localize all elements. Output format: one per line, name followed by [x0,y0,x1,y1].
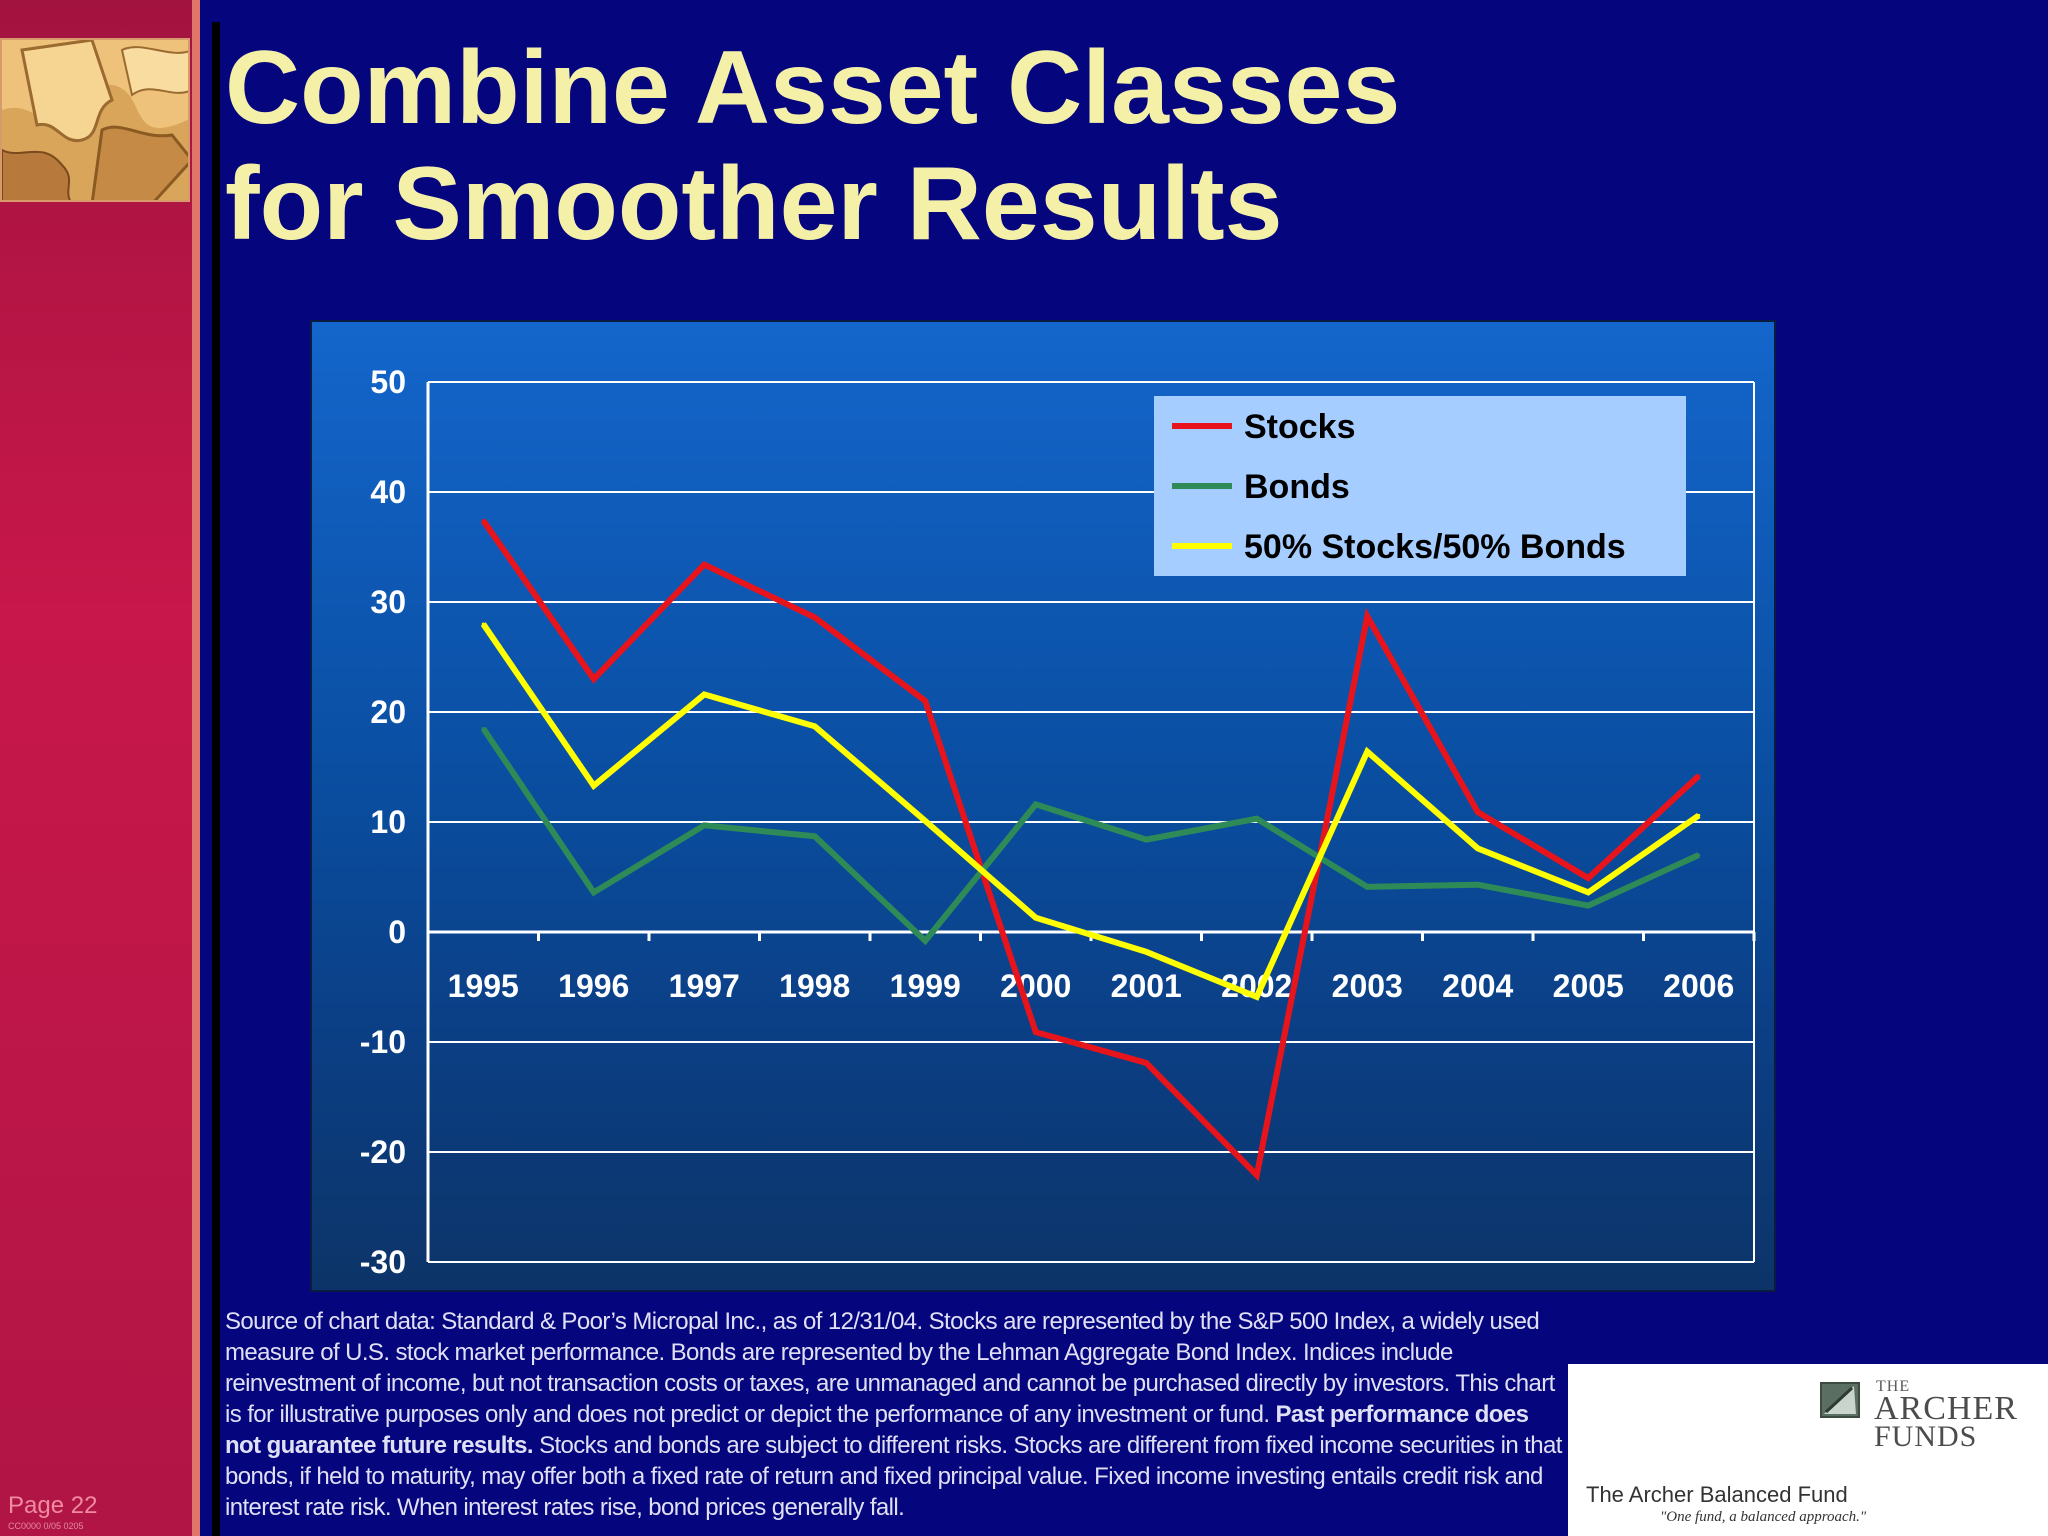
slide-code: CC0000 0/05 0205 [8,1521,84,1531]
data-point [702,563,706,567]
data-point [481,727,485,730]
series-line-1 [480,518,1701,1182]
data-point [1255,817,1259,821]
logo-archer: ARCHER [1874,1390,2018,1427]
data-point [1034,802,1038,806]
divider-line [212,22,220,1536]
data-point [1586,904,1590,908]
logo-funds: FUNDS [1874,1420,1978,1453]
data-point [481,519,485,523]
data-point [1365,750,1369,754]
x-tick-label: 2005 [1553,968,1624,1004]
chart-panel: 50 40 30 20 10 0 -10 -20 -30 1995 1996 1997 1998 1999… [310,320,1776,1292]
puzzle-image [0,38,190,202]
fund-tagline: "One fund, a balanced approach." [1660,1509,1867,1525]
x-tick-label: 1995 [448,968,519,1004]
legend-label-3: 50% Stocks/50% Bonds [1244,528,1626,566]
source-text-1: Source of chart data: Standard & Poor’s … [225,1308,1555,1428]
data-point [1697,853,1701,857]
x-tick-label: 1997 [669,968,740,1004]
y-tick-label: -10 [360,1024,406,1060]
data-point [923,939,927,943]
title-line-2: for Smoother Results [225,146,1283,262]
y-tick-label: 30 [370,584,406,620]
data-point [1697,774,1701,778]
logo-the: THE [1876,1378,1911,1395]
data-point [1697,813,1701,817]
data-point [1586,890,1590,894]
data-point [1144,838,1148,842]
data-point [923,819,927,823]
y-tick-label: 20 [370,694,406,730]
legend-box [1154,396,1686,576]
data-point [1586,876,1590,880]
series-line-2 [480,726,1700,946]
y-tick-label: 40 [370,474,406,510]
data-point [592,784,596,788]
data-point [1476,846,1480,850]
line-chart: 50 40 30 20 10 0 -10 -20 -30 1995 1996 1997 1998 1999… [360,364,1756,1280]
source-text-bold: Past performance does not guarantee futu… [225,1401,1529,1459]
data-point [481,622,485,626]
y-tick-label: 10 [370,804,406,840]
x-tick-label: 2000 [1000,968,1071,1004]
data-point [1365,614,1369,618]
x-tick-label: 2004 [1442,968,1513,1004]
page-number: Page 22 [8,1492,98,1519]
data-point [813,724,817,728]
sidebar-stripe [192,0,200,1536]
page-title: Combine Asset Classes for Smoother Resul… [225,30,1400,262]
data-point [592,677,596,681]
data-point [1476,883,1480,887]
data-point [1476,810,1480,814]
x-tick-label: 1998 [779,968,850,1004]
x-tick-label: 2001 [1111,968,1182,1004]
series-line-3 [480,622,1701,1001]
data-point [1034,1030,1038,1034]
x-tick-label: 2006 [1663,968,1734,1004]
x-tick-label: 2003 [1332,968,1403,1004]
data-point [592,890,596,894]
y-tick-label: 50 [370,364,406,400]
fund-name: The Archer Balanced Fund [1586,1482,1848,1507]
data-point [813,834,817,838]
data-point [1144,950,1148,954]
data-point [813,615,817,619]
x-tick-label: 1996 [558,968,629,1004]
data-point [1365,885,1369,889]
data-point [1034,916,1038,920]
source-text-2: Stocks and bonds are subject to differen… [225,1432,1562,1521]
data-point [702,692,706,696]
data-point [923,699,927,703]
data-point [1144,1061,1148,1065]
logo-panel: THE ARCHER FUNDS The Archer Balanced Fun… [1568,1364,2048,1536]
data-point [702,823,706,827]
source-note: Source of chart data: Standard & Poor’s … [225,1306,1565,1523]
y-tick-label: -20 [360,1134,406,1170]
y-tick-label: 0 [388,914,406,950]
title-line-1: Combine Asset Classes [225,30,1401,146]
y-tick-label: -30 [360,1244,406,1280]
archer-logo-icon [1820,1382,1860,1418]
x-tick-label: 1999 [890,968,961,1004]
legend-label-1: Stocks [1244,408,1356,446]
data-point [1255,995,1259,999]
legend-label-2: Bonds [1244,468,1350,506]
data-point [1255,1173,1259,1177]
sidebar-band [0,0,192,1536]
